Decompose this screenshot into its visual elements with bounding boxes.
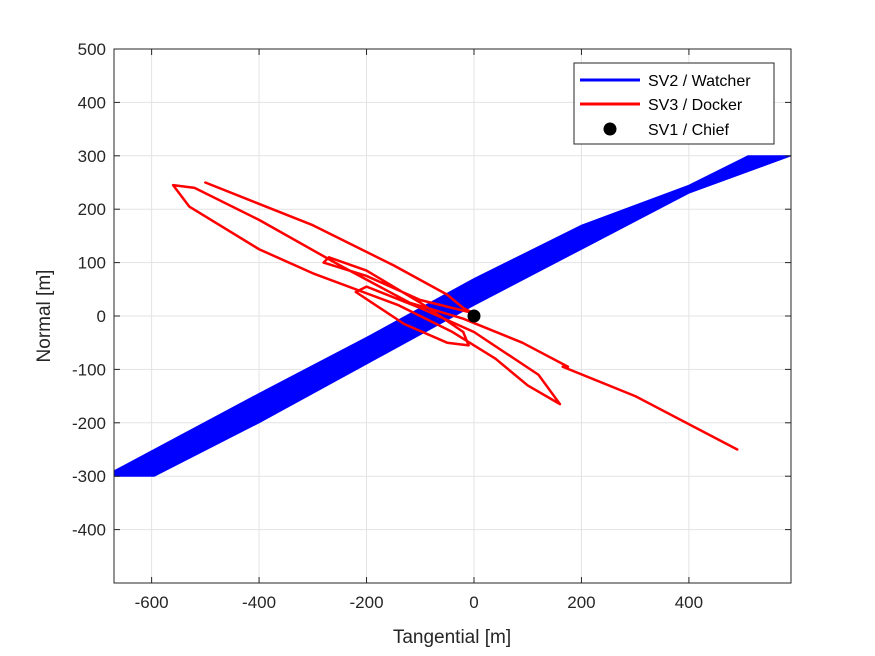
legend-swatch-chief xyxy=(603,122,617,136)
series-sv3-docker xyxy=(171,181,739,451)
y-tick-label: -200 xyxy=(72,414,106,433)
y-tick-label: 200 xyxy=(78,200,106,219)
y-tick-label: -100 xyxy=(72,360,106,379)
x-tick-label: 0 xyxy=(469,593,478,612)
y-axis-ticks: -400 -300 -200 -100 0 100 200 300 400 500 xyxy=(72,40,791,540)
legend-label-docker: SV3 / Docker xyxy=(648,97,743,114)
y-tick-label: 300 xyxy=(78,147,106,166)
y-tick-label: 100 xyxy=(78,254,106,273)
legend-label-chief: SV1 / Chief xyxy=(648,122,729,139)
x-tick-label: 200 xyxy=(567,593,595,612)
y-tick-label: 0 xyxy=(97,307,106,326)
y-tick-label: 400 xyxy=(78,93,106,112)
x-tick-label: -600 xyxy=(135,593,169,612)
legend: SV2 / Watcher SV3 / Docker SV1 / Chief xyxy=(573,62,775,145)
legend-label-watcher: SV2 / Watcher xyxy=(648,73,751,90)
x-tick-label: -200 xyxy=(350,593,384,612)
y-axis-label: Normal [m] xyxy=(34,270,55,363)
y-tick-label: -300 xyxy=(72,467,106,486)
y-tick-label: 500 xyxy=(78,40,106,59)
series-layer xyxy=(114,155,791,477)
x-axis-ticks: -600 -400 -200 0 200 400 xyxy=(135,49,703,612)
y-tick-label: -400 xyxy=(72,521,106,540)
x-tick-label: -400 xyxy=(242,593,276,612)
x-axis-label: Tangential [m] xyxy=(393,627,511,648)
x-tick-label: 400 xyxy=(675,593,703,612)
series-sv1-chief-marker xyxy=(467,309,481,323)
